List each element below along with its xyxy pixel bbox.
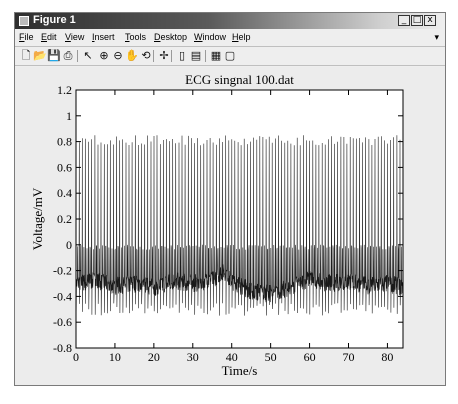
rotate-3d-icon[interactable]: ⟲ (141, 49, 151, 62)
toolbar-separator (205, 50, 206, 62)
menu-tools[interactable]: Tools (125, 32, 147, 42)
ecg-series-line (75, 135, 404, 316)
y-tick-label: 0.6 (57, 160, 72, 174)
menu-overflow-icon[interactable]: ▾ (434, 32, 439, 42)
x-axis-label: Time/s (222, 363, 258, 378)
close-button[interactable]: x (424, 15, 436, 26)
y-axis-label: Voltage/mV (30, 187, 45, 250)
x-tick-label: 20 (148, 350, 160, 364)
chart-title: ECG singnal 100.dat (185, 72, 294, 87)
menu-help[interactable]: Help (232, 32, 251, 42)
toolbar-separator (153, 50, 154, 62)
y-tick-label: 1.2 (57, 83, 72, 97)
menu-desktop[interactable]: Desktop (154, 32, 188, 42)
zoom-in-icon[interactable]: ⊕ (99, 49, 109, 62)
y-tick-label: 1 (66, 109, 72, 123)
toolbar-separator (171, 50, 172, 62)
y-tick-label: 0.4 (57, 186, 72, 200)
x-tick-label: 80 (381, 350, 393, 364)
pan-icon[interactable]: ✋ (125, 49, 139, 62)
menu-view[interactable]: View (65, 32, 85, 42)
save-icon[interactable]: 💾 (47, 49, 61, 62)
y-tick-label: 0.2 (57, 212, 72, 226)
ecg-chart: -0.8 -0.6 -0.4 -0.2 0 0.2 0.4 0.6 0.8 1 1.2 0 10 20 30… (30, 72, 404, 378)
x-tick-label: 10 (109, 350, 121, 364)
colorbar-icon[interactable]: ▯ (178, 49, 186, 62)
menu-edit[interactable]: Edit (41, 32, 57, 42)
menu-insert[interactable]: Insert (92, 32, 115, 42)
menu-window[interactable]: Window (194, 32, 227, 42)
figure-window: Figure 1 _ □ x File Edit View Insert Too… (14, 12, 446, 386)
data-cursor-icon[interactable]: ✢ (159, 49, 169, 62)
open-file-icon[interactable]: 📂 (33, 49, 47, 62)
window-title: Figure 1 (33, 14, 76, 26)
x-tick-label: 0 (73, 350, 79, 364)
y-tick-label: -0.4 (53, 289, 72, 303)
y-tick-label: -0.6 (53, 315, 72, 329)
hide-plot-tools-icon[interactable]: ▦ (210, 49, 222, 62)
edit-plot-icon[interactable]: ↖ (83, 49, 93, 62)
title-bar[interactable]: Figure 1 _ □ x (15, 13, 445, 29)
figure-canvas: -0.8 -0.6 -0.4 -0.2 0 0.2 0.4 0.6 0.8 1 1.2 0 10 20 30… (15, 67, 445, 385)
x-tick-label: 60 (304, 350, 316, 364)
figure-app-icon (19, 16, 29, 26)
y-tick-label: -0.8 (53, 341, 72, 355)
print-icon[interactable]: ⎙ (63, 49, 73, 62)
y-tick-label: 0 (66, 238, 72, 252)
toolbar-separator (77, 50, 78, 62)
legend-icon[interactable]: ▤ (190, 49, 202, 62)
x-tick-label: 40 (226, 350, 238, 364)
x-tick-label: 70 (343, 350, 355, 364)
x-tick-label: 50 (265, 350, 277, 364)
figure-toolbar: 🗋 📂 💾 ⎙ ↖ ⊕ ⊖ ✋ ⟲ ✢ ▯ ▤ ▦ ▢ (15, 46, 445, 66)
minimize-button[interactable]: _ (398, 15, 410, 26)
menu-file[interactable]: File (19, 32, 34, 42)
maximize-button[interactable]: □ (411, 15, 423, 26)
zoom-out-icon[interactable]: ⊖ (113, 49, 123, 62)
new-figure-icon[interactable]: 🗋 (21, 49, 31, 62)
x-tick-label: 30 (187, 350, 199, 364)
y-tick-label: -0.2 (53, 264, 72, 278)
menu-bar: File Edit View Insert Tools Desktop Wind… (15, 30, 445, 45)
y-tick-label: 0.8 (57, 135, 72, 149)
plot-area (76, 90, 403, 348)
show-plot-tools-icon[interactable]: ▢ (224, 49, 236, 62)
